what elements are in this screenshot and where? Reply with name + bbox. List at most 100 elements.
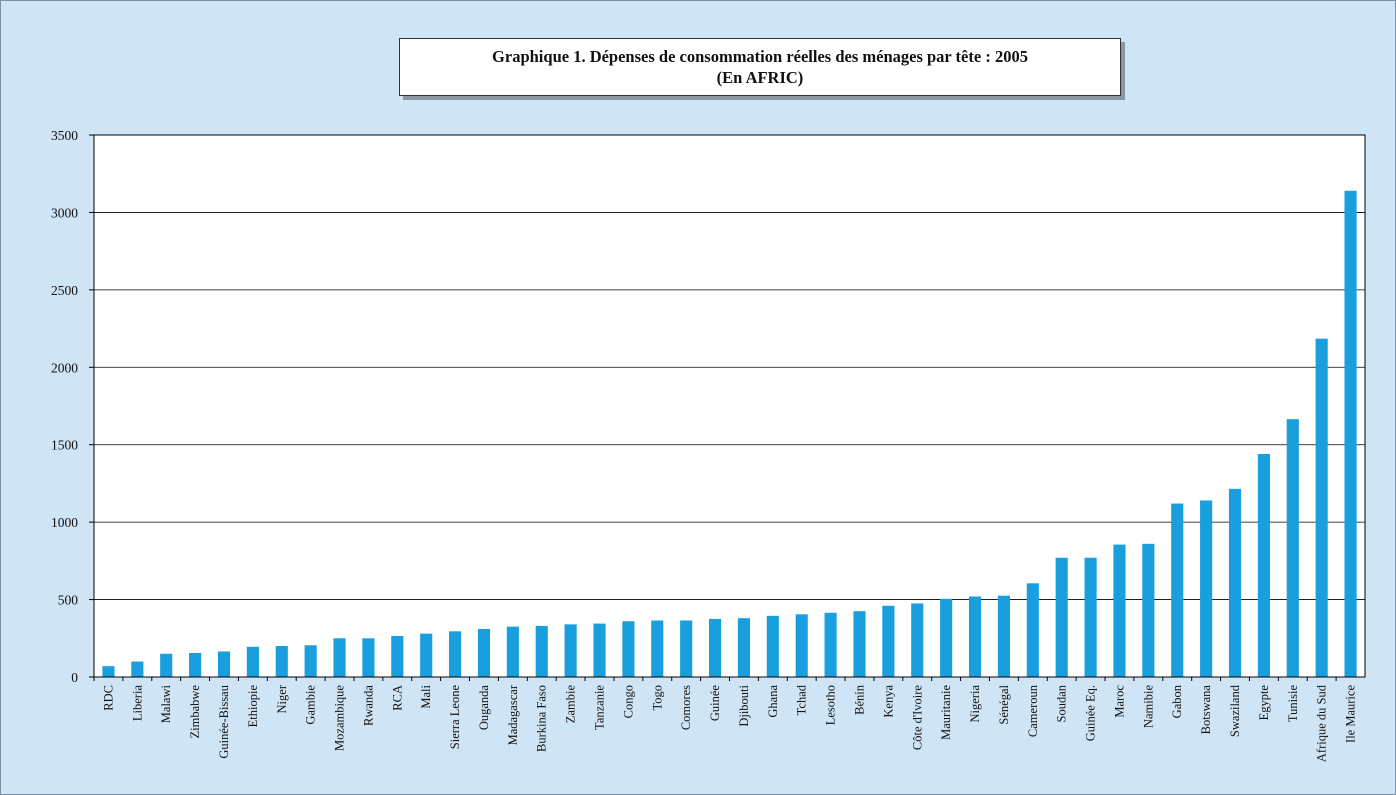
- category-label: RDC: [101, 685, 115, 711]
- bar: [333, 638, 346, 677]
- bar: [1084, 557, 1097, 677]
- category-label: Cameroun: [1026, 684, 1040, 737]
- category-label: Gambie: [304, 685, 318, 725]
- bar: [246, 646, 259, 677]
- category-label: Ghana: [766, 685, 780, 718]
- bar: [795, 614, 808, 677]
- bar: [1315, 338, 1328, 677]
- bar: [1055, 557, 1068, 677]
- bar: [1113, 544, 1126, 677]
- category-label: RCA: [390, 685, 404, 711]
- category-label: Mali: [419, 684, 433, 708]
- bar: [1142, 543, 1155, 677]
- bar: [131, 661, 144, 677]
- category-label: Egypte: [1257, 685, 1271, 721]
- bar: [1200, 500, 1213, 677]
- category-label: Togo: [650, 685, 664, 711]
- y-tick-label: 2500: [51, 283, 78, 298]
- category-label: Bénin: [852, 684, 866, 715]
- bar: [160, 653, 173, 677]
- category-label: Madagascar: [506, 684, 520, 745]
- bar: [506, 626, 519, 677]
- category-label: Afrique du Sud: [1315, 684, 1329, 762]
- bar: [1228, 488, 1242, 677]
- category-label: Tchad: [795, 684, 809, 715]
- bar: [1344, 190, 1357, 677]
- y-tick-label: 500: [58, 593, 79, 608]
- category-label: Botswana: [1199, 685, 1213, 735]
- category-label: Comores: [679, 685, 693, 730]
- category-label: Sierra Leone: [448, 685, 462, 750]
- bar: [304, 645, 317, 677]
- category-label: Lesotho: [824, 685, 838, 725]
- y-tick-label: 1000: [51, 515, 78, 530]
- bar: [940, 598, 953, 677]
- bar: [997, 595, 1010, 677]
- category-label: Ile Maurice: [1344, 685, 1358, 743]
- bar: [1026, 583, 1039, 677]
- chart-title-line-1: Graphique 1. Dépenses de consommation ré…: [492, 47, 1028, 66]
- bar: [651, 620, 664, 677]
- bar: [449, 631, 462, 677]
- category-label: Rwanda: [361, 685, 375, 726]
- category-label: Malawi: [159, 684, 173, 723]
- category-label: Niger: [275, 684, 289, 713]
- category-label: Gabon: [1170, 684, 1184, 718]
- category-label: Guinée Eq.: [1084, 685, 1098, 741]
- category-label: Zambie: [564, 685, 578, 724]
- category-label: Mauritanie: [939, 685, 953, 740]
- bar: [564, 624, 577, 677]
- category-label: Tunisie: [1286, 685, 1300, 723]
- category-label: Côte d'Ivoire: [910, 685, 924, 751]
- bar: [766, 615, 779, 677]
- bar: [1286, 419, 1299, 677]
- category-label: Mozambique: [333, 685, 347, 751]
- category-label: Liberia: [130, 685, 144, 722]
- bar: [968, 596, 982, 677]
- bar: [217, 651, 231, 677]
- bar: [911, 603, 924, 677]
- bar: [391, 635, 404, 677]
- y-tick-label: 1500: [51, 438, 78, 453]
- category-label: Ethiopie: [246, 685, 260, 728]
- category-label: Soudan: [1055, 684, 1069, 722]
- category-label: Kenya: [881, 685, 895, 718]
- bar: [189, 652, 202, 677]
- bar: [420, 633, 433, 677]
- category-label: Djibouti: [737, 684, 751, 726]
- category-label: Zimbabwe: [188, 685, 202, 739]
- bar: [477, 628, 491, 677]
- y-tick-label: 3000: [51, 205, 78, 220]
- category-label: Burkina Faso: [535, 685, 549, 752]
- category-label: Congo: [621, 685, 635, 718]
- bar: [737, 618, 751, 677]
- category-label: Swaziland: [1228, 684, 1242, 737]
- bar: [824, 612, 837, 677]
- bar: [680, 620, 693, 677]
- bar: [622, 621, 635, 677]
- category-label: Guinée-Bissau: [217, 684, 231, 758]
- bar: [1171, 503, 1184, 677]
- category-label: Maroc: [1112, 685, 1126, 718]
- category-label: Tanzanie: [593, 685, 607, 730]
- category-label: Ouganda: [477, 685, 491, 731]
- bar: [275, 646, 288, 677]
- y-tick-label: 2000: [51, 360, 78, 375]
- category-label: Namibie: [1141, 685, 1155, 728]
- chart-title-box: Graphique 1. Dépenses de consommation ré…: [399, 38, 1121, 96]
- bar: [708, 618, 722, 677]
- bar: [593, 623, 606, 677]
- bar: [1257, 454, 1270, 677]
- bar: [853, 611, 866, 677]
- bar: [535, 625, 548, 677]
- category-label: Nigeria: [968, 685, 982, 723]
- category-label: Guinée: [708, 685, 722, 722]
- y-tick-label: 3500: [51, 128, 78, 143]
- bar: [362, 638, 375, 677]
- bar: [882, 605, 895, 677]
- bar: [102, 666, 115, 677]
- chart-title-line-2: (En AFRIC): [716, 68, 804, 87]
- y-tick-label: 0: [71, 670, 78, 685]
- category-label: Sénégal: [997, 684, 1011, 724]
